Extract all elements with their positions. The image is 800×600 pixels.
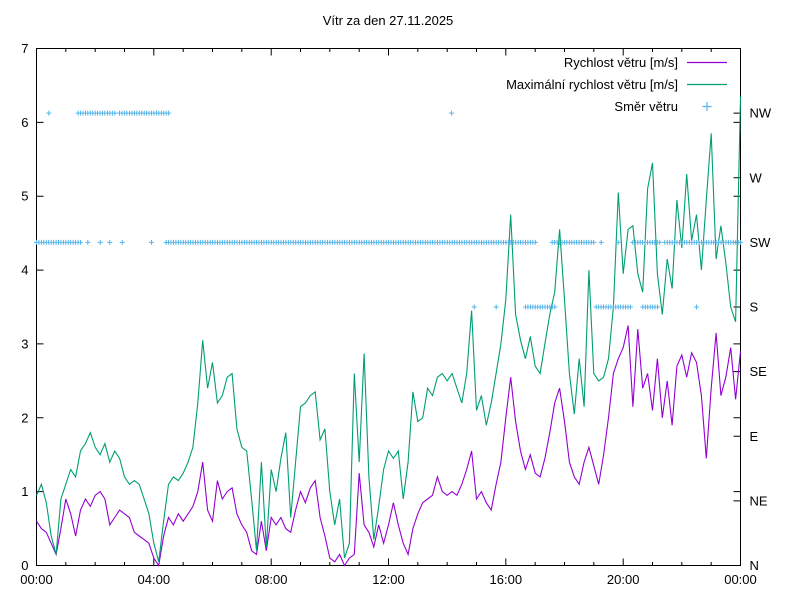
y-tick-label: 1 [21,484,28,499]
legend-item-speed: Rychlost větru [m/s] [564,55,727,70]
y2-direction-label: W [750,170,763,185]
y2-direction-label: NW [750,106,772,121]
y2-direction-label: SE [750,364,768,379]
legend-item-direction: Směr větru [614,99,727,114]
legend-item-max-speed: Maximální rychlost větru [m/s] [506,77,727,92]
x-tick-label: 16:00 [490,572,523,587]
y-tick-label: 4 [21,263,28,278]
x-tick-label: 12:00 [372,572,405,587]
y-tick-label: 6 [21,115,28,130]
x-tick-label: 00:00 [724,572,757,587]
y2-direction-label: SW [750,235,772,250]
x-tick-label: 00:00 [20,572,53,587]
y2-direction-label: E [750,429,759,444]
legend-label-speed: Rychlost větru [m/s] [563,55,678,70]
legend: Rychlost větru [m/s] Maximální rychlost … [506,55,727,114]
legend-label-direction: Směr větru [614,99,678,114]
y-tick-label: 5 [21,189,28,204]
chart-title: Vítr za den 27.11.2025 [322,13,454,28]
y2-direction-label: S [750,300,759,315]
series-max-speed-line [35,96,742,562]
y-tick-label: 2 [21,410,28,425]
y-tick-label: 7 [21,41,28,56]
y2-direction-label: N [750,558,759,573]
legend-plus-marker-icon [702,102,712,111]
x-tick-label: 20:00 [607,572,640,587]
plot-border [36,48,741,566]
legend-label-max-speed: Maximální rychlost větru [m/s] [506,77,678,92]
x-tick-label: 08:00 [255,572,288,587]
direction-markers [34,110,744,310]
y-tick-label: 3 [21,336,28,351]
legend-line-sample-speed-icon [687,61,727,64]
y2-direction-label: NE [750,493,768,508]
x-tick-label: 04:00 [138,572,171,587]
legend-line-sample-max-speed-icon [687,83,727,86]
series-speed-line [36,325,742,567]
y-tick-label: 0 [21,558,28,573]
axis-ticks [36,48,741,566]
